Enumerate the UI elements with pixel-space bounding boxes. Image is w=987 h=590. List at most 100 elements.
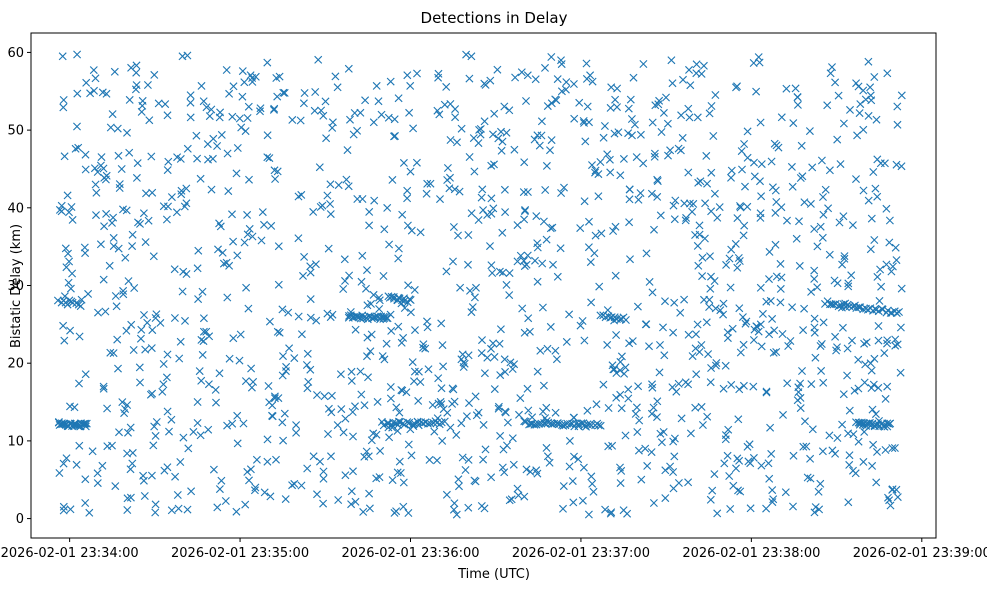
detection-point — [678, 133, 687, 142]
detection-point — [746, 459, 755, 468]
detection-point — [586, 258, 595, 267]
detection-point — [793, 100, 802, 109]
detection-point — [163, 407, 172, 416]
detection-point — [702, 318, 711, 327]
detection-point — [496, 371, 505, 380]
detection-point — [414, 396, 423, 405]
detection-point — [76, 302, 85, 311]
detection-point — [584, 510, 593, 519]
detection-point — [406, 308, 415, 317]
detection-point — [825, 431, 834, 440]
detection-point — [873, 192, 882, 201]
detection-point — [868, 405, 877, 414]
detection-point — [666, 146, 675, 155]
detection-point — [139, 476, 148, 485]
x-tick-label: 2026-02-01 23:39:00 — [853, 546, 987, 561]
detection-point — [865, 418, 874, 427]
detection-point — [782, 84, 791, 93]
detection-point — [278, 371, 287, 380]
detection-point — [103, 404, 112, 413]
detection-point — [743, 127, 752, 136]
detection-point — [719, 310, 728, 319]
detection-point — [768, 498, 777, 507]
detection-point — [870, 73, 879, 81]
detection-point — [616, 171, 625, 180]
detection-point — [788, 182, 797, 191]
detection-point — [625, 218, 634, 227]
detection-point — [306, 268, 315, 277]
detection-point — [808, 425, 817, 434]
detection-point — [406, 425, 415, 434]
detection-point — [81, 419, 90, 428]
detection-point — [273, 92, 282, 101]
detection-point — [162, 373, 171, 382]
detection-point — [896, 368, 905, 377]
detection-point — [725, 254, 734, 263]
detection-point — [684, 478, 693, 487]
detection-point — [698, 421, 707, 429]
detection-point — [700, 234, 709, 243]
detection-point — [772, 198, 781, 206]
detection-point — [880, 159, 889, 168]
y-axis-label: Bistatic Delay (km) — [9, 224, 24, 348]
detection-point — [611, 271, 620, 280]
detection-point — [366, 347, 375, 356]
detection-point — [882, 204, 891, 213]
detection-point — [193, 264, 202, 273]
detection-point — [340, 255, 349, 264]
detection-point — [233, 411, 242, 420]
detection-point — [777, 273, 786, 282]
detection-point — [791, 84, 800, 93]
detection-point — [771, 240, 780, 249]
detection-point — [244, 102, 253, 111]
detection-point — [464, 231, 473, 239]
detection-point — [667, 56, 676, 65]
detection-point — [607, 508, 616, 517]
detection-point — [186, 91, 195, 100]
detection-point — [176, 337, 185, 346]
detection-point — [781, 488, 790, 497]
detection-point — [848, 221, 857, 230]
detection-point — [666, 462, 675, 471]
detection-point — [612, 331, 621, 339]
detection-point — [587, 298, 596, 307]
detection-point — [862, 338, 871, 347]
detection-point — [246, 71, 255, 80]
detection-point — [408, 358, 417, 367]
detection-point — [172, 208, 181, 217]
detection-point — [547, 53, 556, 61]
detection-point — [129, 346, 138, 354]
detection-point — [580, 336, 589, 345]
detection-point — [692, 69, 701, 78]
detection-point — [542, 443, 551, 452]
detection-point — [430, 427, 439, 436]
detection-point — [559, 482, 568, 491]
detection-point — [740, 221, 749, 230]
detection-point — [465, 153, 474, 161]
detection-point — [749, 59, 758, 67]
detection-point — [66, 284, 75, 293]
detection-point — [636, 189, 645, 198]
detection-point — [513, 484, 522, 493]
detection-point — [263, 457, 272, 466]
detection-point — [756, 118, 765, 127]
detection-point — [124, 428, 132, 437]
detection-point — [121, 405, 130, 413]
detection-point — [611, 222, 620, 231]
detection-point — [75, 379, 83, 388]
detection-point — [624, 104, 633, 113]
detection-point — [639, 159, 648, 168]
detection-point — [152, 418, 161, 426]
detection-point — [565, 462, 574, 471]
detection-point — [508, 434, 517, 443]
detection-point — [876, 265, 885, 274]
detection-point — [161, 100, 170, 109]
detection-point — [327, 391, 336, 400]
detection-point — [247, 383, 256, 392]
detection-point — [223, 421, 232, 430]
detection-point — [449, 505, 458, 514]
data-points — [53, 50, 906, 519]
detection-point — [799, 442, 808, 451]
detection-point — [442, 490, 451, 499]
detection-point — [885, 496, 894, 505]
